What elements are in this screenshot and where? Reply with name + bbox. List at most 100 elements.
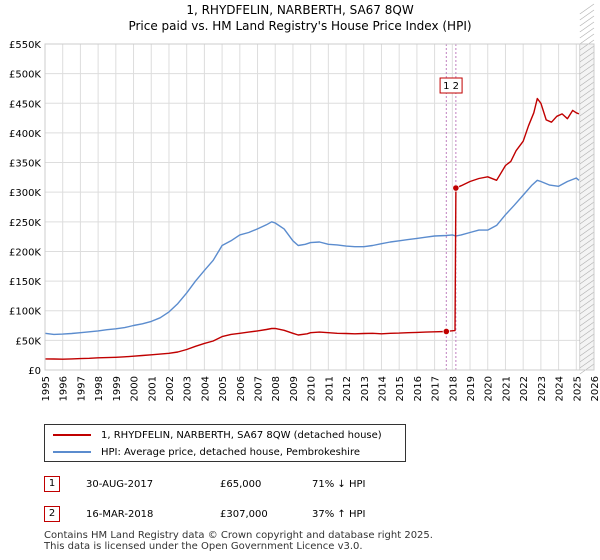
legend-item-hpi: HPI: Average price, detached house, Pemb…	[53, 444, 360, 460]
y-tick-label: £100K	[9, 307, 41, 318]
legend-label-hpi: HPI: Average price, detached house, Pemb…	[101, 446, 360, 458]
x-tick-label: 1997	[76, 376, 87, 401]
chart-title-line1: 1, RHYDFELIN, NARBERTH, SA67 8QW	[186, 3, 414, 17]
x-tick-label: 2002	[165, 376, 176, 401]
transaction-point	[442, 327, 450, 336]
footer-licence: This data is licensed under the Open Gov…	[44, 541, 363, 552]
legend-swatch-hpi	[53, 451, 91, 453]
x-tick-label: 2019	[466, 376, 477, 401]
series-line	[44, 97, 580, 360]
hatch-line	[579, 45, 595, 57]
hatch-line	[579, 63, 595, 75]
transaction-price: £307,000	[220, 509, 268, 520]
x-tick-label: 2009	[289, 376, 300, 401]
hatch-line	[579, 105, 595, 117]
x-tick-label: 1996	[59, 376, 70, 401]
hatch-line	[579, 201, 595, 213]
hatch-line	[579, 69, 595, 81]
x-tick-label: 2012	[342, 376, 353, 401]
hatch-line	[579, 303, 595, 315]
chart-title-line2: Price paid vs. HM Land Registry's House …	[128, 19, 472, 33]
hatch-line	[579, 3, 595, 15]
x-tick-label: 2022	[519, 376, 530, 401]
hatch-line	[579, 27, 595, 39]
hatch-line	[579, 183, 595, 195]
hatch-line	[579, 57, 595, 69]
x-tick-label: 2026	[590, 376, 600, 401]
hatch-line	[579, 117, 595, 129]
hatch-line	[579, 231, 595, 243]
x-tick-label: 2007	[254, 376, 265, 401]
hatch-line	[579, 333, 595, 345]
x-tick-label: 2024	[555, 376, 566, 401]
x-tick-label: 2005	[218, 376, 229, 401]
plot-frame	[44, 43, 595, 371]
y-tick-label: £250K	[9, 218, 41, 229]
hatch-line	[579, 249, 595, 261]
hatch-line	[579, 315, 595, 327]
y-tick-label: £150K	[9, 277, 41, 288]
hatch-line	[579, 351, 595, 363]
transaction-price: £65,000	[220, 479, 262, 490]
x-tick-label: 2016	[413, 376, 424, 401]
hatch-line	[579, 345, 595, 357]
hatch-line	[579, 111, 595, 123]
x-tick-label: 2023	[537, 376, 548, 401]
hatch-line	[579, 153, 595, 165]
hatch-line	[579, 219, 595, 231]
x-tick-label: 2006	[236, 376, 247, 401]
series-line	[44, 177, 580, 336]
hatch-line	[579, 141, 595, 153]
x-tick-label: 2017	[431, 376, 442, 401]
transaction-date: 16-MAR-2018	[86, 509, 154, 520]
y-tick-label: £350K	[9, 159, 41, 170]
hatch-line	[579, 261, 595, 273]
legend-item-property: 1, RHYDFELIN, NARBERTH, SA67 8QW (detach…	[53, 427, 382, 443]
future-hatch	[579, 3, 595, 375]
legend-label-property: 1, RHYDFELIN, NARBERTH, SA67 8QW (detach…	[101, 429, 382, 441]
hatch-line	[579, 129, 595, 141]
x-tick-label: 2003	[183, 376, 194, 401]
hatch-line	[579, 309, 595, 321]
hatch-line	[579, 81, 595, 93]
y-tick-label: £0	[28, 366, 41, 377]
price-chart: 1995 1996 1997 1998 1999 2000 2001 2002 2003 2004…	[9, 3, 600, 401]
hatch-line	[579, 279, 595, 291]
hatch-line	[579, 243, 595, 255]
transaction-marker-label: 1 2	[443, 81, 459, 92]
hatch-line	[579, 291, 595, 303]
x-tick-label: 1998	[94, 376, 105, 401]
footer: Contains HM Land Registry data © Crown c…	[44, 530, 433, 552]
transaction-badge: 1	[44, 476, 60, 492]
hatch-line	[579, 93, 595, 105]
hatch-line	[579, 165, 595, 177]
hatch-line	[579, 213, 595, 225]
footer-copyright: Contains HM Land Registry data © Crown c…	[44, 530, 433, 541]
transaction-points	[442, 184, 460, 336]
x-tick-label: 2020	[484, 376, 495, 401]
y-tick-label: £450K	[9, 99, 41, 110]
x-tick-label: 2000	[130, 376, 141, 401]
hatch-line	[579, 225, 595, 237]
hatch-line	[579, 9, 595, 21]
transaction-marker-box: 1 2	[439, 77, 463, 94]
hatch-line	[579, 321, 595, 333]
transaction-badge: 2	[44, 506, 60, 522]
grid	[44, 43, 595, 371]
hatch-line	[579, 15, 595, 27]
y-tick-label: £500K	[9, 70, 41, 81]
transaction-point	[452, 184, 460, 192]
hatch-line	[579, 273, 595, 285]
series	[44, 97, 580, 360]
transaction-hpi-diff: 37% ↑ HPI	[312, 509, 366, 520]
x-tick-label: 2011	[324, 376, 335, 401]
transaction-date: 30-AUG-2017	[86, 479, 154, 490]
x-tick-label: 2008	[271, 376, 282, 401]
hatch-line	[579, 87, 595, 99]
legend: 1, RHYDFELIN, NARBERTH, SA67 8QW (detach…	[44, 424, 406, 462]
hatch-line	[579, 363, 595, 375]
y-tick-label: £300K	[9, 188, 41, 199]
hatch-line	[579, 75, 595, 87]
hatch-line	[579, 177, 595, 189]
x-tick-label: 2013	[360, 376, 371, 401]
